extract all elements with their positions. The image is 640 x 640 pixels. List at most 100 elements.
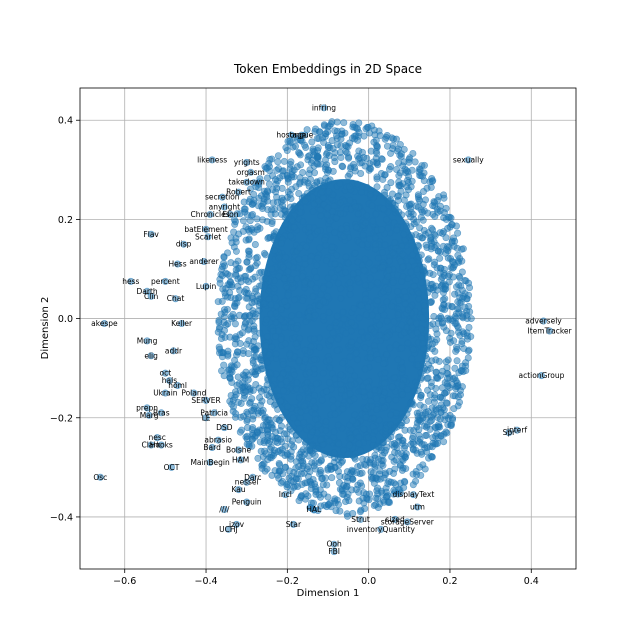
embedding-point xyxy=(231,299,239,307)
embedding-point xyxy=(370,502,378,510)
embedding-point xyxy=(358,482,366,490)
embedding-point xyxy=(417,213,425,221)
embedding-point xyxy=(306,307,314,315)
embedding-point xyxy=(299,459,307,467)
embedding-point xyxy=(329,396,337,404)
embedding-point xyxy=(267,369,275,377)
token-point xyxy=(539,317,547,325)
embedding-point xyxy=(343,512,351,520)
embedding-point xyxy=(453,357,461,365)
chart-title: Token Embeddings in 2D Space xyxy=(233,62,422,76)
embedding-point xyxy=(400,145,408,153)
embedding-point xyxy=(331,228,339,236)
embedding-point xyxy=(429,271,437,279)
embedding-point xyxy=(409,401,417,409)
embedding-point xyxy=(297,408,305,416)
embedding-point xyxy=(364,383,372,391)
embedding-point xyxy=(314,254,322,262)
embedding-point xyxy=(272,180,280,188)
embedding-point xyxy=(244,294,252,302)
embedding-point xyxy=(368,122,376,130)
embedding-point xyxy=(328,474,336,482)
token-label: interf xyxy=(507,426,527,435)
embedding-point xyxy=(272,333,280,341)
embedding-point xyxy=(434,439,442,447)
embedding-point xyxy=(399,413,407,421)
embedding-point xyxy=(394,356,402,364)
embedding-point xyxy=(394,311,402,319)
embedding-point xyxy=(301,260,309,268)
embedding-point xyxy=(426,322,434,330)
embedding-point xyxy=(305,182,313,190)
embedding-point xyxy=(447,422,455,430)
token-label: FBI xyxy=(328,547,340,556)
embedding-point xyxy=(333,312,341,320)
embedding-point xyxy=(281,340,289,348)
embedding-point xyxy=(407,183,415,191)
embedding-point xyxy=(327,336,335,344)
embedding-point xyxy=(408,232,416,240)
embedding-point xyxy=(321,450,329,458)
token-label: UCHJ xyxy=(219,525,238,534)
embedding-point xyxy=(279,360,287,368)
embedding-point xyxy=(440,191,448,199)
embedding-point xyxy=(290,223,298,231)
embedding-point xyxy=(415,426,423,434)
embedding-point xyxy=(347,366,355,374)
embedding-point xyxy=(292,142,300,150)
embedding-point xyxy=(361,255,369,263)
embedding-point xyxy=(417,369,425,377)
embedding-point xyxy=(339,163,347,171)
embedding-point xyxy=(325,225,333,233)
token-point xyxy=(161,277,169,285)
embedding-point xyxy=(433,430,441,438)
token-label: sized xyxy=(385,515,405,524)
embedding-point xyxy=(423,366,431,374)
embedding-point xyxy=(362,219,370,227)
token-label: Darc xyxy=(244,473,261,482)
token-point xyxy=(190,389,198,397)
embedding-point xyxy=(277,374,285,382)
embedding-point xyxy=(324,204,332,212)
embedding-point xyxy=(351,372,359,380)
token-label: Kau xyxy=(231,485,245,494)
embedding-point xyxy=(450,263,458,271)
token-label: Ukrain xyxy=(153,388,178,397)
token-point xyxy=(226,210,234,218)
embedding-point xyxy=(393,226,401,234)
token-point xyxy=(320,104,328,112)
embedding-point xyxy=(373,175,381,183)
embedding-point xyxy=(313,273,321,281)
embedding-point xyxy=(301,495,309,503)
embedding-point xyxy=(313,261,321,269)
embedding-point xyxy=(284,365,292,373)
embedding-point xyxy=(367,468,375,476)
embedding-point xyxy=(373,159,381,167)
embedding-point xyxy=(322,426,330,434)
embedding-point xyxy=(407,440,415,448)
embedding-point xyxy=(420,301,428,309)
embedding-point xyxy=(346,353,354,361)
token-point xyxy=(208,444,216,452)
embedding-point xyxy=(218,349,226,357)
embedding-point xyxy=(289,217,297,225)
embedding-point xyxy=(347,381,355,389)
embedding-point xyxy=(414,203,422,211)
embedding-point xyxy=(275,272,283,280)
token-label: Strut xyxy=(351,515,370,524)
embedding-point xyxy=(336,472,344,480)
embedding-point xyxy=(220,372,228,380)
embedding-point xyxy=(349,270,357,278)
token-label: Flav xyxy=(143,230,159,239)
embedding-point xyxy=(343,483,351,491)
token-point xyxy=(224,525,232,533)
embedding-point xyxy=(344,474,352,482)
embedding-point xyxy=(286,232,294,240)
embedding-point xyxy=(439,367,447,375)
embedding-point xyxy=(384,480,392,488)
embedding-point xyxy=(384,285,392,293)
embedding-point xyxy=(324,143,332,151)
embedding-point xyxy=(268,265,276,273)
token-point xyxy=(220,203,228,211)
embedding-point xyxy=(383,317,391,325)
